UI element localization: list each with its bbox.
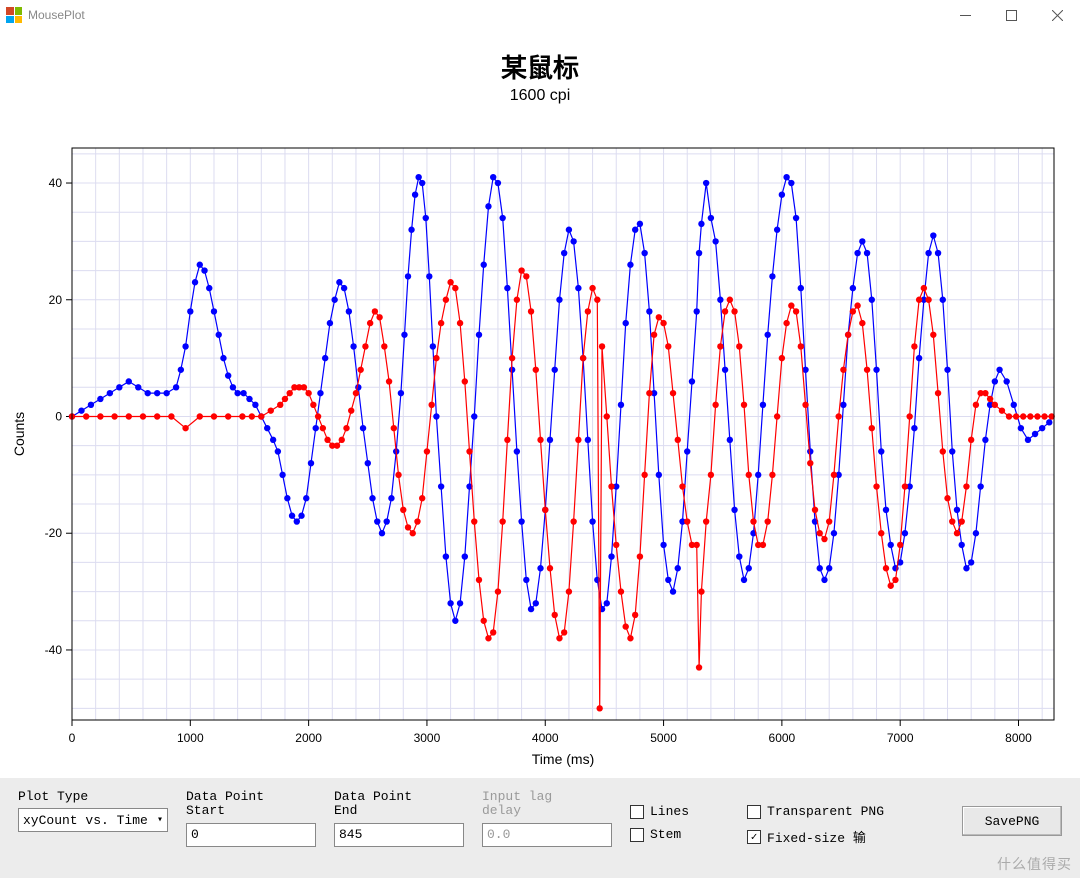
checkbox-label: Stem <box>650 827 681 842</box>
checkbox-label: Fixed-size 输 <box>767 827 866 846</box>
plot-type-combo[interactable]: xyCount vs. Time ▾ <box>18 808 168 832</box>
checkbox-group-1: Lines Stem <box>630 790 689 842</box>
checkbox-label: Lines <box>650 804 689 819</box>
fixed-size-checkbox[interactable]: ✓ Fixed-size 输 <box>747 827 884 846</box>
input-lag-label: Input lag delay <box>482 790 612 819</box>
maximize-button[interactable] <box>988 0 1034 30</box>
save-png-button[interactable]: SavePNG <box>962 806 1062 836</box>
titlebar: MousePlot <box>0 0 1080 30</box>
svg-text:0: 0 <box>69 731 76 745</box>
svg-text:5000: 5000 <box>650 731 677 745</box>
window-title: MousePlot <box>28 8 85 22</box>
plot-type-value: xyCount vs. Time <box>23 813 148 828</box>
svg-text:4000: 4000 <box>532 731 559 745</box>
checkbox-box <box>630 828 644 842</box>
input-lag-field: 0.0 <box>482 823 612 847</box>
start-spinner[interactable]: ▲▼ <box>186 823 316 847</box>
svg-text:3000: 3000 <box>414 731 441 745</box>
lines-checkbox[interactable]: Lines <box>630 804 689 819</box>
svg-text:7000: 7000 <box>887 731 914 745</box>
save-png-label: SavePNG <box>985 814 1040 829</box>
svg-text:40: 40 <box>49 176 63 190</box>
end-control: Data Point End ▲▼ <box>334 790 464 847</box>
start-label: Data Point Start <box>186 790 316 819</box>
svg-text:Counts: Counts <box>11 412 27 456</box>
transparent-png-checkbox[interactable]: Transparent PNG <box>747 804 884 819</box>
chevron-down-icon: ▾ <box>157 814 163 826</box>
minimize-button[interactable] <box>942 0 988 30</box>
svg-text:8000: 8000 <box>1005 731 1032 745</box>
svg-text:2000: 2000 <box>295 731 322 745</box>
checkbox-box: ✓ <box>747 830 761 844</box>
svg-text:1000: 1000 <box>177 731 204 745</box>
svg-text:Time (ms): Time (ms) <box>532 751 594 767</box>
chart-area: 某鼠标 1600 cpi 010002000300040005000600070… <box>0 30 1080 778</box>
plot-type-control: Plot Type xyCount vs. Time ▾ <box>18 790 168 832</box>
svg-text:0: 0 <box>55 409 62 423</box>
app-icon <box>6 7 22 23</box>
window-buttons <box>942 0 1080 30</box>
svg-text:6000: 6000 <box>769 731 796 745</box>
svg-text:-40: -40 <box>45 643 63 657</box>
start-control: Data Point Start ▲▼ <box>186 790 316 847</box>
input-lag-value: 0.0 <box>483 827 514 842</box>
checkbox-group-2: Transparent PNG ✓ Fixed-size 输 <box>747 790 884 846</box>
input-lag-control: Input lag delay 0.0 <box>482 790 612 847</box>
close-button[interactable] <box>1034 0 1080 30</box>
checkbox-box <box>630 805 644 819</box>
svg-text:20: 20 <box>49 293 63 307</box>
control-bar: Plot Type xyCount vs. Time ▾ Data Point … <box>0 778 1080 878</box>
checkbox-box <box>747 805 761 819</box>
chart-plot: 0 1000 2000 3000 4000 5000 6000 7000 8000 -40 -20 0… <box>0 30 1080 778</box>
end-label: Data Point End <box>334 790 464 819</box>
checkbox-label: Transparent PNG <box>767 804 884 819</box>
svg-text:-20: -20 <box>45 526 63 540</box>
stem-checkbox[interactable]: Stem <box>630 827 689 842</box>
end-spinner[interactable]: ▲▼ <box>334 823 464 847</box>
plot-type-label: Plot Type <box>18 790 168 804</box>
watermark-text: 什么值得买 <box>997 854 1072 874</box>
